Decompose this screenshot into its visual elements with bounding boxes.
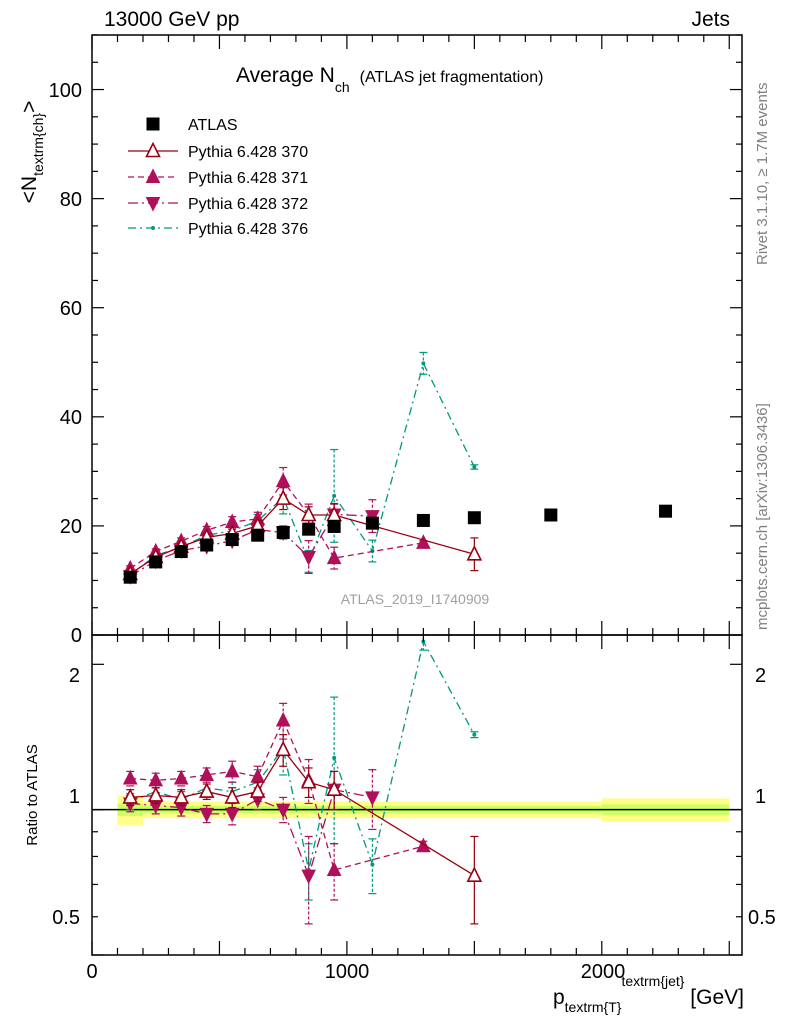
ratio-p370-point-4 xyxy=(224,788,240,804)
legend: ATLAS Pythia 6.428 370 Pythia 6.428 371 Pyt… xyxy=(128,117,308,238)
ratio-p370-point-9 xyxy=(466,866,483,882)
legend-marker-atlas xyxy=(146,117,160,131)
main-p376-point-8 xyxy=(332,493,337,498)
ratio-p372-point-6 xyxy=(275,803,291,819)
main-p371-line xyxy=(129,480,424,570)
legend-marker-p372 xyxy=(145,197,161,212)
ratio-p371-point-6 xyxy=(275,711,291,727)
ratio-p370-point-3 xyxy=(198,782,215,798)
main-p370-line xyxy=(129,497,475,575)
ratio-y-tick-0.5-left: 0.5 xyxy=(52,907,80,929)
ratio-y-tick-1-left: 1 xyxy=(69,786,80,808)
ratio-y-tick-2-left: 2 xyxy=(69,665,80,687)
axis-ticks xyxy=(91,34,742,956)
legend-marker-p370 xyxy=(145,141,161,158)
ratio-p370-point-1 xyxy=(147,786,164,802)
ratio-p370-point-7 xyxy=(300,772,317,789)
ratio-p370 xyxy=(122,734,483,925)
watermark: ATLAS_2019_I1740909 xyxy=(341,591,490,607)
ratio-p372-line xyxy=(130,788,373,878)
ratio-p371-point-0 xyxy=(122,769,138,785)
ratio-y-tick-2-right: 2 xyxy=(755,665,766,687)
main-atlas-point-6 xyxy=(276,525,290,539)
ratio-p370-point-6 xyxy=(275,740,291,757)
ratio-p372-point-7 xyxy=(301,869,316,885)
ratio-p371-point-8 xyxy=(326,861,342,876)
ratio-y-tick-0.5-right: 0.5 xyxy=(748,907,776,929)
x-tick-0: 0 xyxy=(86,961,97,983)
main-atlas-point-2 xyxy=(174,545,188,559)
ratio-p376-point-8 xyxy=(332,755,337,760)
ratio-p370-point-2 xyxy=(173,788,190,804)
ratio-p372-point-4 xyxy=(224,807,240,823)
main-atlas-point-3 xyxy=(200,538,214,552)
main-p371 xyxy=(122,466,431,575)
main-atlas-point-11 xyxy=(467,511,481,525)
x-tick-1000: 1000 xyxy=(325,961,370,983)
main-p372-point-7 xyxy=(301,551,316,566)
ratio-frame xyxy=(91,634,743,956)
ratio-p370-line xyxy=(130,748,475,877)
header-left-label: 13000 GeV pp xyxy=(104,8,240,31)
main-y-tick-0: 0 xyxy=(71,625,82,647)
main-p371-point-6 xyxy=(275,472,291,488)
ratio-p372-point-3 xyxy=(199,807,215,823)
legend-label-p376: Pythia 6.428 376 xyxy=(188,221,308,238)
main-atlas-point-13 xyxy=(659,504,673,518)
main-y-tick-40: 40 xyxy=(60,407,82,429)
main-atlas-point-5 xyxy=(251,528,265,542)
ratio-p370-point-8 xyxy=(326,780,342,796)
x-tick-2000: 2000 xyxy=(581,961,626,983)
main-y-tick-80: 80 xyxy=(60,189,82,211)
ratio-p371-point-1 xyxy=(148,771,164,787)
plot-title: Average Nch(ATLAS jet fragmentation) xyxy=(236,64,543,95)
ratio-y-tick-1-right: 1 xyxy=(755,786,766,808)
main-atlas-point-1 xyxy=(149,555,163,569)
legend-label-p372: Pythia 6.428 372 xyxy=(188,196,308,213)
ratio-p371-point-4 xyxy=(224,762,240,778)
ratio-p376-line xyxy=(129,639,475,871)
ratio-p370-point-0 xyxy=(122,788,139,804)
main-atlas-point-10 xyxy=(416,513,430,527)
main-p376-point-11 xyxy=(472,465,477,469)
x-axis-label: ptextrm{T}textrm{jet} [GeV] xyxy=(553,973,744,1015)
ratio-y-axis-label: Ratio to ATLAS xyxy=(24,744,41,845)
main-p370-point-6 xyxy=(275,489,291,505)
main-y-axis-label: <Ntextrm{ch}> xyxy=(18,101,46,204)
ratio-p371-line xyxy=(130,718,424,871)
main-atlas-point-7 xyxy=(302,522,316,536)
main-atlas-point-4 xyxy=(225,533,239,547)
legend-label-p370: Pythia 6.428 370 xyxy=(188,144,308,161)
ratio-p372-point-9 xyxy=(365,791,380,807)
main-atlas xyxy=(123,504,673,584)
main-y-tick-100: 100 xyxy=(49,80,82,102)
main-p370-point-9 xyxy=(466,544,483,561)
main-atlas-point-0 xyxy=(123,570,137,584)
legend-marker-p371 xyxy=(145,168,161,183)
legend-label-atlas: ATLAS xyxy=(188,117,238,134)
main-y-tick-20: 20 xyxy=(60,516,82,538)
main-p371-point-8 xyxy=(326,549,342,565)
ratio-p376-point-11 xyxy=(472,732,477,737)
ratio-series-layer xyxy=(122,635,483,925)
main-p376-point-10 xyxy=(421,361,426,366)
header-right-label: Jets xyxy=(691,8,730,31)
ratio-p376-point-9 xyxy=(370,862,375,867)
ratio-p370-point-5 xyxy=(249,782,266,798)
main-p371-point-9 xyxy=(416,534,431,549)
ratio-p371-point-2 xyxy=(173,769,189,785)
legend-label-p371: Pythia 6.428 371 xyxy=(188,170,308,187)
legend-marker-p376 xyxy=(151,226,155,230)
main-atlas-point-12 xyxy=(544,508,558,522)
svg-text:<Ntextrm{ch}>: <Ntextrm{ch}> xyxy=(18,101,46,204)
ratio-p371-point-3 xyxy=(199,766,215,781)
main-y-tick-60: 60 xyxy=(60,298,82,320)
main-p370-point-7 xyxy=(300,505,317,522)
ratio-p371-point-9 xyxy=(416,837,431,853)
main-atlas-point-8 xyxy=(327,519,341,533)
main-atlas-point-9 xyxy=(365,516,379,530)
main-series-layer xyxy=(122,351,673,585)
